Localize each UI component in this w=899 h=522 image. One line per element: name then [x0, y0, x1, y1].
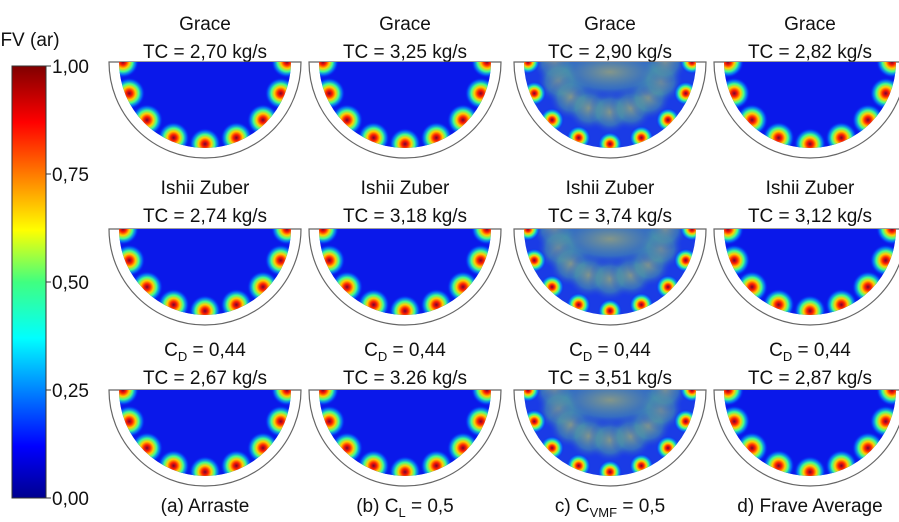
panel-tc: TC = 3,51 kg/s — [548, 368, 672, 389]
panel-tc: TC = 2,87 kg/s — [748, 368, 872, 389]
panel-tc: TC = 3.26 kg/s — [343, 368, 467, 389]
panel-model: Grace — [179, 14, 231, 35]
contour-field — [307, 46, 503, 160]
panel-tc: TC = 2,70 kg/s — [143, 42, 267, 63]
column-caption: c) CVMF = 0,5 — [555, 496, 665, 517]
panel-model: CD = 0,44 — [164, 340, 246, 364]
panel-tc: TC = 3,18 kg/s — [343, 206, 467, 227]
text-part: C — [364, 340, 378, 361]
colorbar-title: FV (ar) — [0, 30, 59, 51]
figure: FV (ar) 1,00 0,75 0,50 0,25 0,00 Grace TC = 2,… — [0, 0, 899, 517]
text-part: = 0,44 — [792, 340, 851, 361]
contour-field — [712, 213, 899, 327]
panel-model: Ishii Zuber — [566, 178, 655, 199]
text-part: C — [569, 340, 583, 361]
subscript: D — [783, 349, 792, 364]
subscript: D — [583, 349, 592, 364]
subscript: D — [178, 349, 187, 364]
contour-field — [712, 374, 899, 488]
text-part: = 0,44 — [592, 340, 651, 361]
text-part: = 0,5 — [617, 496, 665, 517]
panel-model: CD = 0,44 — [364, 340, 446, 364]
contour — [307, 374, 503, 488]
column-caption: d) Frave Average — [737, 496, 882, 517]
contour-field — [712, 46, 899, 160]
colorbar-tick-label: 0,50 — [52, 273, 89, 294]
panel-model: Ishii Zuber — [161, 178, 250, 199]
panel-tc: TC = 2,90 kg/s — [548, 42, 672, 63]
contour-field — [107, 213, 303, 327]
text-part: c) C — [555, 496, 590, 517]
panel-tc: TC = 3,12 kg/s — [748, 206, 872, 227]
contour — [712, 46, 899, 160]
panel-tc: TC = 2,67 kg/s — [143, 368, 267, 389]
contour-field — [107, 374, 303, 488]
colorbar-tick-label: 1,00 — [52, 57, 89, 78]
panel-tc: TC = 2,74 kg/s — [143, 206, 267, 227]
panel-model: Grace — [784, 14, 836, 35]
colorbar-tick-label: 0,75 — [52, 165, 89, 186]
panel-model: CD = 0,44 — [569, 340, 651, 364]
panel-model: Grace — [379, 14, 431, 35]
contour-field — [307, 374, 503, 488]
text-part: = 0,44 — [187, 340, 246, 361]
contour-field — [307, 213, 503, 327]
colorbar — [12, 66, 46, 498]
contour — [107, 374, 303, 488]
text-part: = 0,44 — [387, 340, 446, 361]
panel-tc: TC = 3,74 kg/s — [548, 206, 672, 227]
contour — [107, 213, 303, 327]
panel-model: CD = 0,44 — [769, 340, 851, 364]
text-part: (b) C — [356, 496, 398, 517]
panel-tc: TC = 2,82 kg/s — [748, 42, 872, 63]
panel-model: Ishii Zuber — [766, 178, 855, 199]
subscript: L — [398, 505, 405, 517]
contour — [712, 374, 899, 488]
column-caption: (b) CL = 0,5 — [356, 496, 454, 517]
text-part: C — [769, 340, 783, 361]
colorbar-tick-label: 0,00 — [52, 489, 89, 510]
contour — [107, 46, 303, 160]
text-part: C — [164, 340, 178, 361]
contour-field — [107, 46, 303, 160]
colorbar-tick-label: 0,25 — [52, 381, 89, 402]
contour — [307, 213, 503, 327]
contour — [712, 213, 899, 327]
panel-model: Grace — [584, 14, 636, 35]
text-part: = 0,5 — [406, 496, 454, 517]
contour — [307, 46, 503, 160]
panel-model: Ishii Zuber — [361, 178, 450, 199]
panel-tc: TC = 3,25 kg/s — [343, 42, 467, 63]
column-caption: (a) Arraste — [161, 496, 250, 517]
subscript: VMF — [590, 505, 618, 517]
subscript: D — [378, 349, 387, 364]
